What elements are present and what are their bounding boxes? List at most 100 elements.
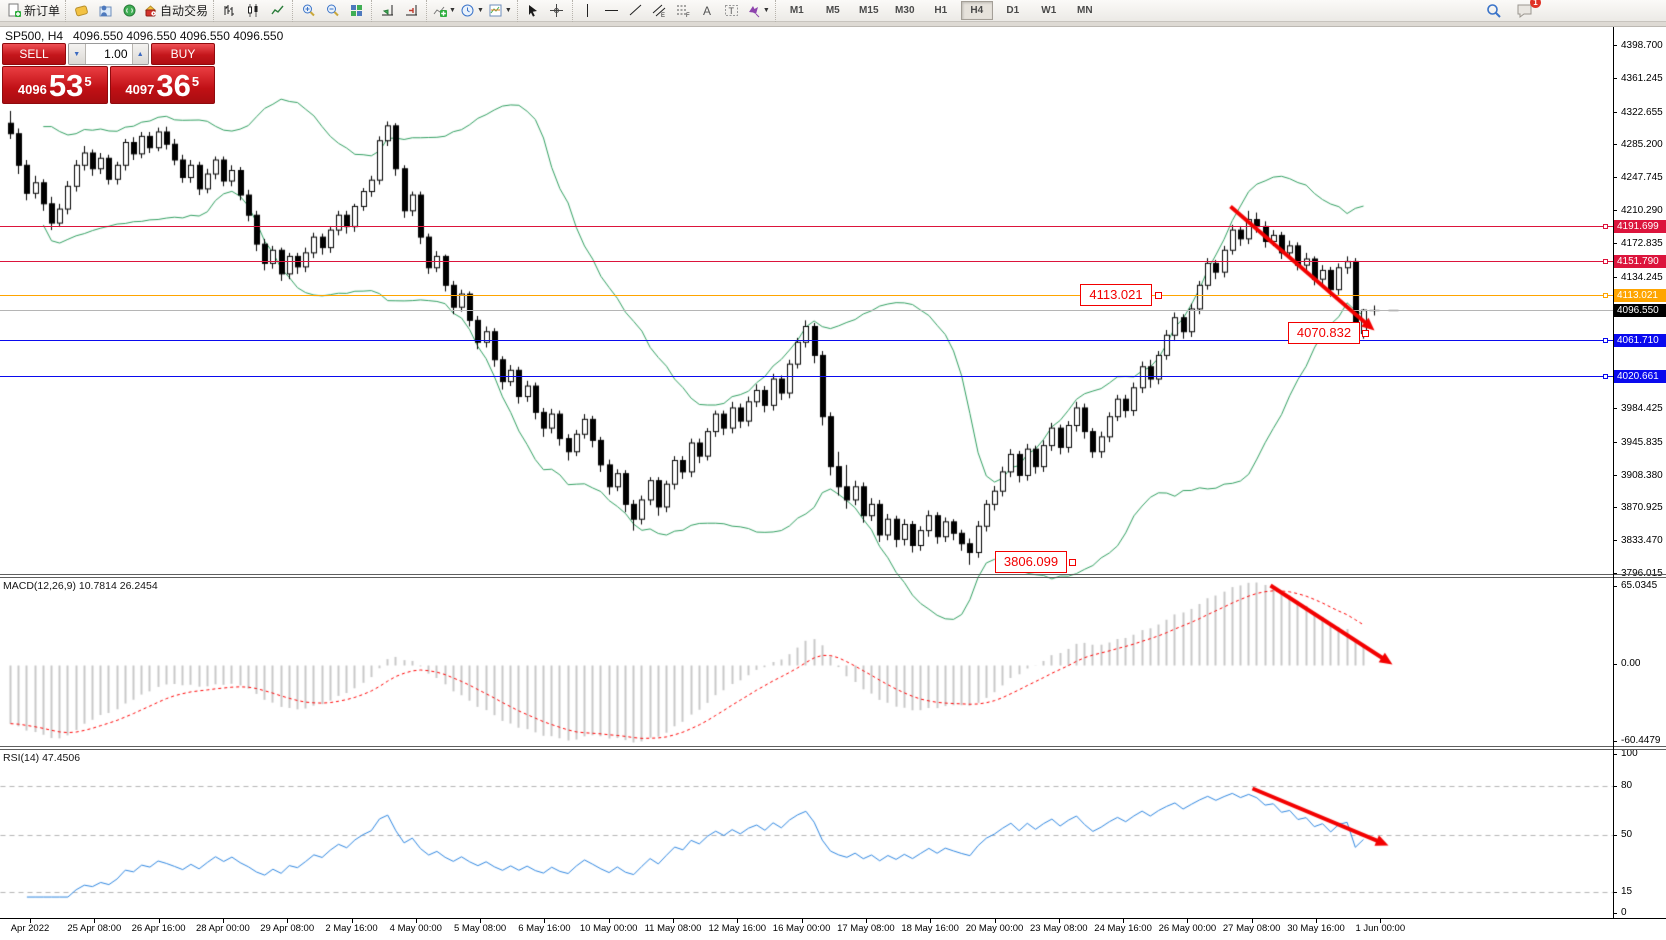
text-icon: A <box>703 4 711 18</box>
volume-decrease-button[interactable]: ▼ <box>69 44 86 64</box>
timeframe-H1[interactable]: H1 <box>934 5 948 16</box>
auto-scroll-icon <box>381 5 393 16</box>
timeframe-switcher: M1 M5 M15 M30 H1 H4 D1 W1 MN <box>774 0 1106 22</box>
rsi-indicator-label: RSI(14) 47.4506 <box>3 752 81 764</box>
text-tool-button[interactable]: A <box>698 1 718 20</box>
arrows-caret: ▼ <box>762 7 770 14</box>
autotrading-button[interactable]: 自动交易 <box>143 1 208 20</box>
timeframe-M1[interactable]: M1 <box>789 5 804 16</box>
candlestick-chart-button[interactable] <box>243 1 263 20</box>
bar-chart-icon <box>224 5 234 16</box>
trendline-icon <box>630 4 642 16</box>
fibonacci-icon: F <box>677 5 690 18</box>
period-caret: ▼ <box>476 7 484 14</box>
svg-text:F: F <box>686 13 690 18</box>
buy-price-point: 5 <box>191 74 200 89</box>
timeframe-D1[interactable]: D1 <box>1006 5 1020 16</box>
cursor-tool-button[interactable] <box>523 1 543 20</box>
autotrading-label: 自动交易 <box>160 4 209 18</box>
notification-badge: 1 <box>1530 0 1541 8</box>
fibonacci-tool-button[interactable]: F <box>674 1 694 20</box>
new-order-label: 新订单 <box>24 4 61 18</box>
main-toolbar: 新订单 自动交易 <box>0 0 1666 22</box>
bar-chart-button[interactable] <box>219 1 239 20</box>
crosshair-icon <box>550 4 564 17</box>
candlestick-chart-icon <box>247 4 258 17</box>
timeframe-M5[interactable]: M5 <box>825 5 840 16</box>
template-caret: ▼ <box>504 7 512 14</box>
volume-control: ▼ ▲ <box>68 43 149 65</box>
tile-windows-icon <box>350 5 362 16</box>
chat-bubble-icon <box>1517 4 1531 18</box>
add-indicator-button[interactable]: ▼ <box>432 1 456 20</box>
template-button[interactable]: ▼ <box>488 1 512 20</box>
price-annotation-anchor[interactable] <box>1069 559 1076 566</box>
current-price-badge: 4096.550 <box>1614 304 1666 317</box>
notifications-button[interactable]: 1 <box>1514 0 1541 20</box>
timeframe-M30[interactable]: M30 <box>895 5 915 16</box>
buy-price-pips: 36 <box>156 68 191 103</box>
search-icon <box>1487 3 1501 18</box>
zoom-in-icon <box>302 4 315 17</box>
volume-input[interactable] <box>85 44 132 64</box>
period-button[interactable]: ▼ <box>460 1 484 20</box>
chart-ohlc: 4096.550 4096.550 4096.550 4096.550 <box>73 29 284 43</box>
new-order-icon <box>8 3 21 17</box>
line-chart-button[interactable] <box>267 1 287 20</box>
market-watch-button[interactable] <box>119 1 139 20</box>
svg-text:A: A <box>703 4 711 18</box>
line-chart-icon <box>270 5 284 15</box>
timeframe-H4[interactable]: H4 <box>960 1 993 20</box>
sell-price-pips: 53 <box>48 68 84 103</box>
horizontal-line-tool-button[interactable] <box>602 1 622 20</box>
price-annotation[interactable]: 3806.099 <box>995 551 1067 573</box>
buy-price-display[interactable]: 4097 36 5 <box>109 66 215 104</box>
svg-text:T: T <box>729 6 735 16</box>
buy-button[interactable]: BUY <box>151 43 215 65</box>
chart-symbol-period: SP500, H4 <box>5 29 64 43</box>
text-label-tool-button[interactable]: T <box>722 1 742 20</box>
price-annotation-anchor[interactable] <box>1362 330 1369 337</box>
zoom-out-icon <box>326 4 339 17</box>
equidistant-channel-icon: E <box>653 4 666 18</box>
trendline-tool-button[interactable] <box>626 1 646 20</box>
text-label-icon: T <box>725 5 739 16</box>
cursor-icon <box>529 5 538 17</box>
zoom-in-button[interactable] <box>298 1 318 20</box>
svg-text:E: E <box>661 13 665 18</box>
data-window-button[interactable] <box>95 1 115 20</box>
price-line-badge: 4113.021 <box>1614 289 1666 302</box>
vertical-line-icon <box>587 4 589 17</box>
timeframe-M15[interactable]: M15 <box>859 5 879 16</box>
autotrading-icon <box>144 5 157 17</box>
period-clock-icon <box>461 4 474 17</box>
sell-button[interactable]: SELL <box>2 43 66 65</box>
price-annotation-anchor[interactable] <box>1155 292 1162 299</box>
auto-scroll-button[interactable] <box>377 1 397 20</box>
arrows-tool-button[interactable]: ▼ <box>746 1 770 20</box>
chart-shift-button[interactable] <box>401 1 421 20</box>
zoom-out-button[interactable] <box>322 1 342 20</box>
search-button[interactable] <box>1484 1 1504 20</box>
price-line-badge: 4151.790 <box>1614 255 1666 268</box>
vertical-line-tool-button[interactable] <box>578 1 598 20</box>
volume-increase-button[interactable]: ▲ <box>131 44 148 64</box>
indicator-list-button[interactable] <box>71 1 91 20</box>
price-line-badge: 4061.710 <box>1614 334 1666 347</box>
new-order-button[interactable]: 新订单 <box>7 1 60 20</box>
sell-price-point: 5 <box>84 74 92 89</box>
timeframe-MN[interactable]: MN <box>1077 5 1093 16</box>
add-indicator-caret: ▼ <box>449 7 456 14</box>
crosshair-tool-button[interactable] <box>547 1 567 20</box>
channel-tool-button[interactable]: E <box>650 1 670 20</box>
horizontal-line-icon <box>605 10 619 11</box>
price-annotation[interactable]: 4113.021 <box>1080 284 1152 306</box>
template-icon <box>489 4 502 17</box>
price-annotation[interactable]: 4070.832 <box>1288 322 1360 344</box>
arrows-icon <box>748 6 760 18</box>
sell-price-display[interactable]: 4096 53 5 <box>2 66 108 104</box>
tile-windows-button[interactable] <box>346 1 366 20</box>
buy-price-big-figure: 4097 <box>125 82 155 97</box>
timeframe-W1[interactable]: W1 <box>1041 5 1057 16</box>
